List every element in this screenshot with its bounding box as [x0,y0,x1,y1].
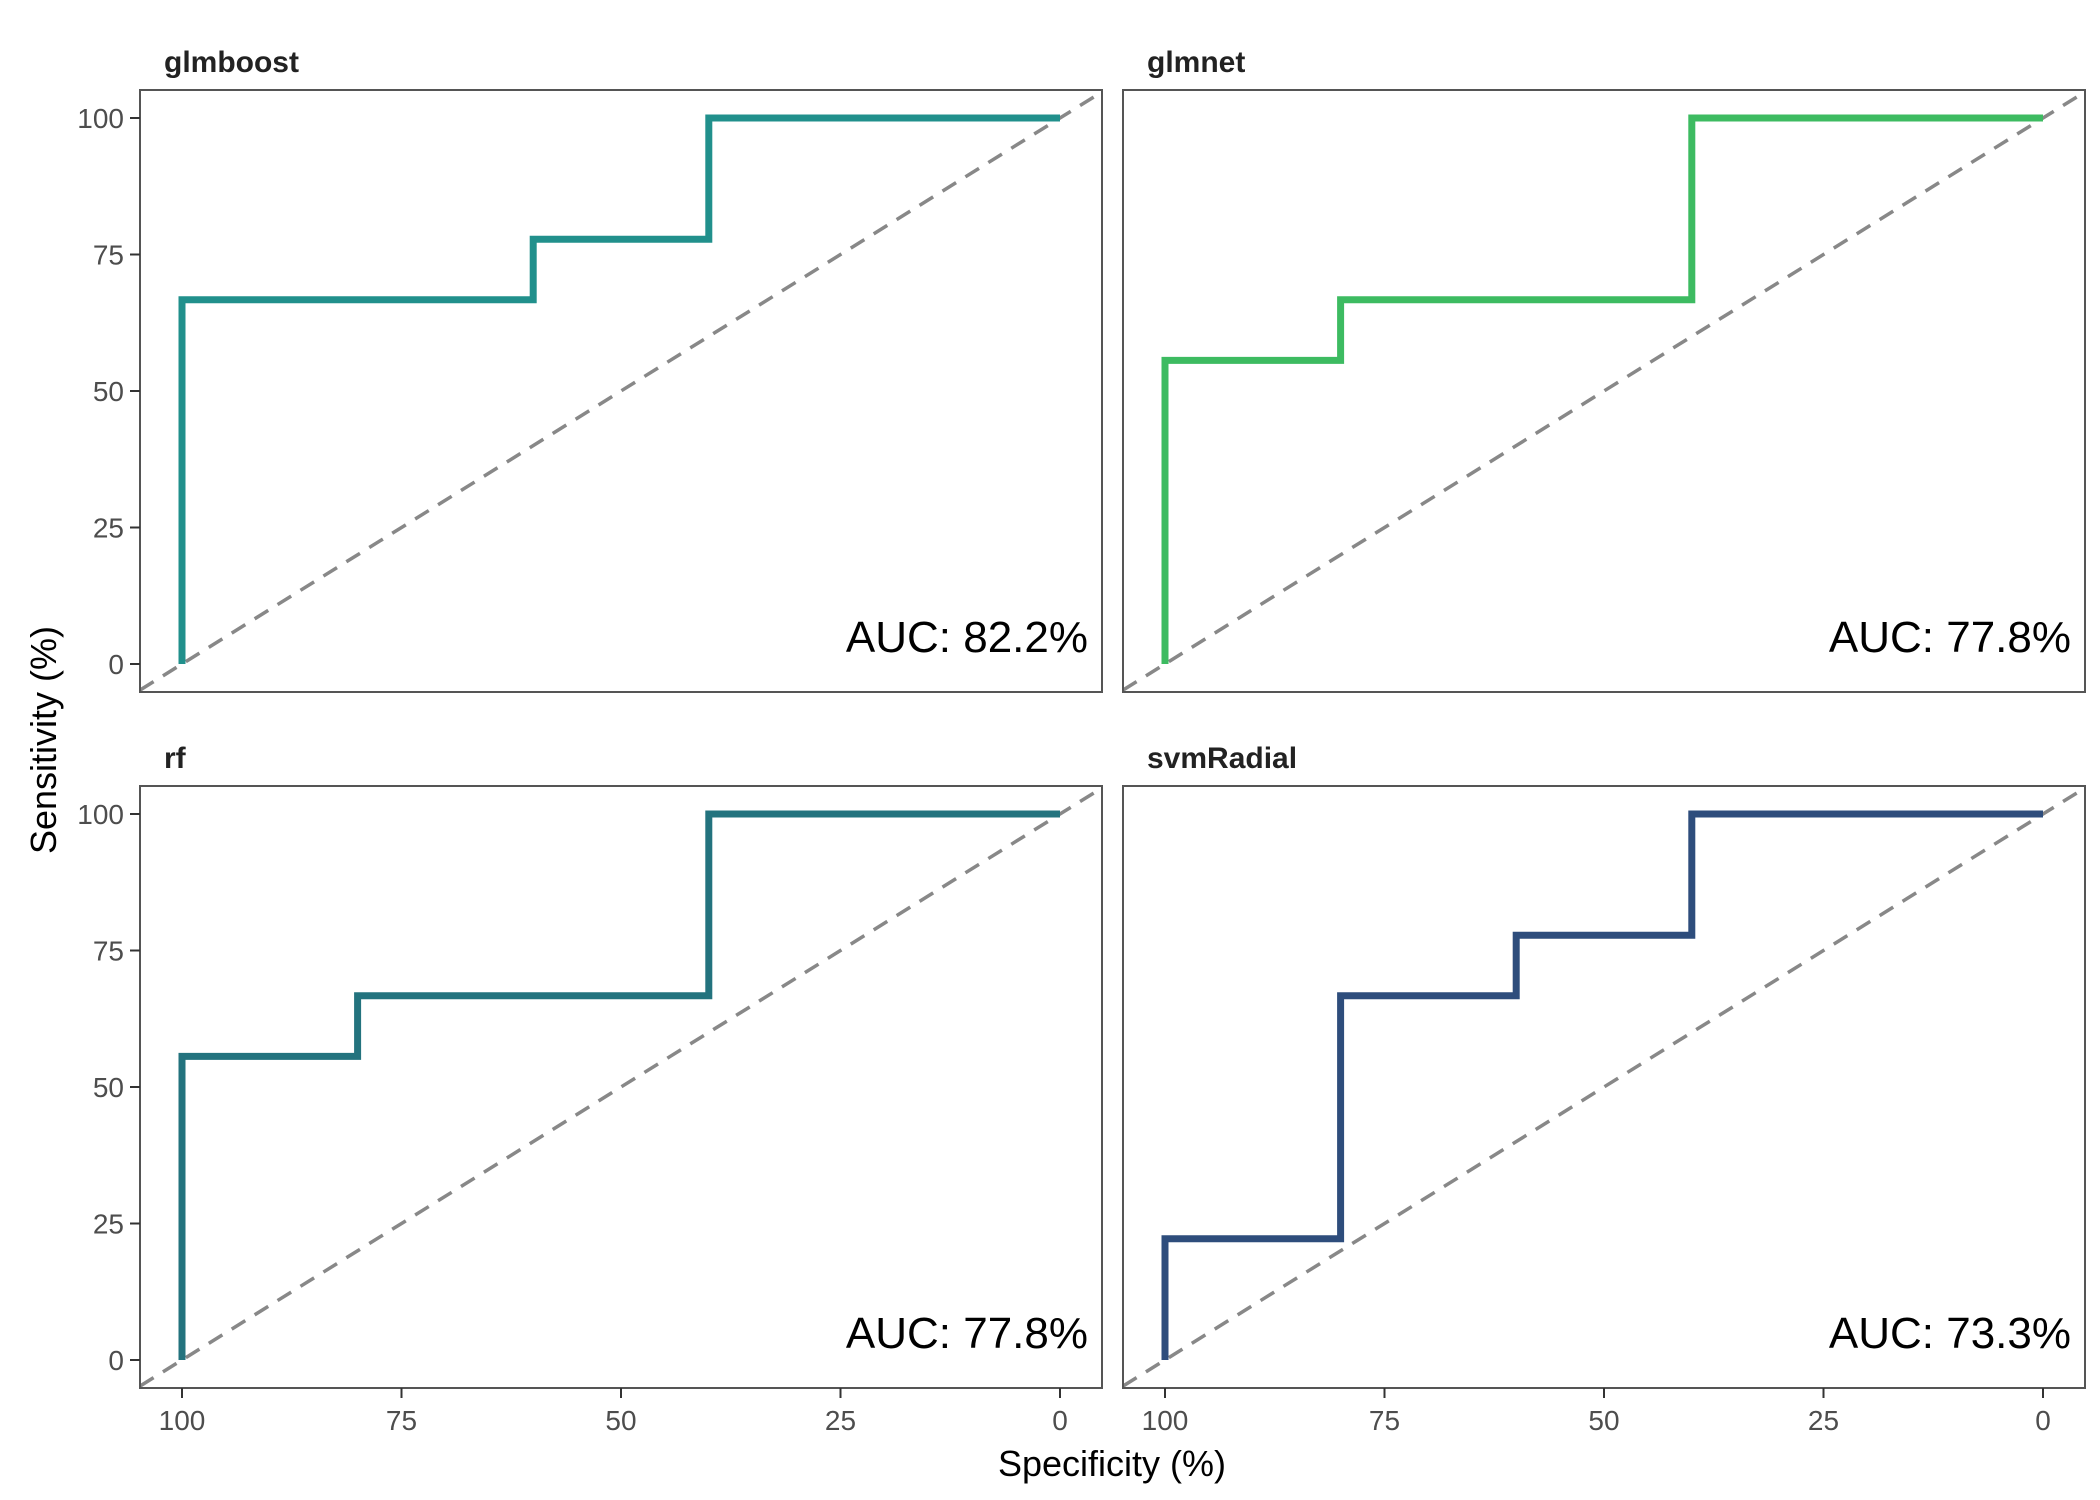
y-tick-label: 25 [93,513,124,544]
x-tick-label: 75 [1369,1405,1400,1436]
y-axis-title: Sensitivity (%) [23,626,64,854]
y-tick-label: 0 [108,649,124,680]
y-tick-label: 25 [93,1209,124,1240]
roc-curve-glmboost [178,114,1060,664]
x-tick-label: 100 [1142,1405,1189,1436]
y-tick-label: 75 [93,936,124,967]
x-tick-label: 25 [1808,1405,1839,1436]
x-tick-label: 100 [159,1405,206,1436]
reference-diagonal [1123,90,2085,692]
auc-label: AUC: 77.8% [846,1309,1088,1358]
panel-svmRadial: svmRadial AUC: 73.3% 100 75 50 25 0 [1122,742,2086,1436]
y-tick-label: 50 [93,376,124,407]
roc-curve-svmRadial [1161,810,2043,1360]
x-tick-label: 75 [386,1405,417,1436]
reference-diagonal [140,90,1102,692]
panel-glmboost: glmboost AUC: 82.2% 0 25 50 75 100 [77,46,1103,693]
auc-label: AUC: 82.2% [846,613,1088,662]
panel-border [1122,89,2086,693]
roc-curve-glmnet [1161,114,2043,664]
auc-label: AUC: 73.3% [1829,1309,2071,1358]
panel-title: glmnet [1147,46,1245,79]
x-tick-label: 50 [605,1405,636,1436]
panel-glmnet: glmnet AUC: 77.8% [1122,46,2086,693]
reference-diagonal [140,786,1102,1388]
y-tick-label: 50 [93,1072,124,1103]
y-tick-label: 75 [93,240,124,271]
y-tick-label: 0 [108,1345,124,1376]
y-tick-label: 100 [77,103,124,134]
panel-rf: rf AUC: 77.8% 0 25 50 75 100 100 75 50 25 0 [77,742,1103,1436]
y-tick-label: 100 [77,799,124,830]
roc-curve-rf [178,810,1060,1360]
x-tick-label: 0 [1052,1405,1068,1436]
x-tick-label: 50 [1588,1405,1619,1436]
x-axis-title: Specificity (%) [998,1443,1226,1484]
panel-title: rf [164,742,187,775]
reference-diagonal [1123,786,2085,1388]
x-tick-label: 0 [2035,1405,2051,1436]
auc-label: AUC: 77.8% [1829,613,2071,662]
x-tick-label: 25 [825,1405,856,1436]
panel-title: glmboost [164,46,299,79]
panel-title: svmRadial [1147,742,1297,775]
